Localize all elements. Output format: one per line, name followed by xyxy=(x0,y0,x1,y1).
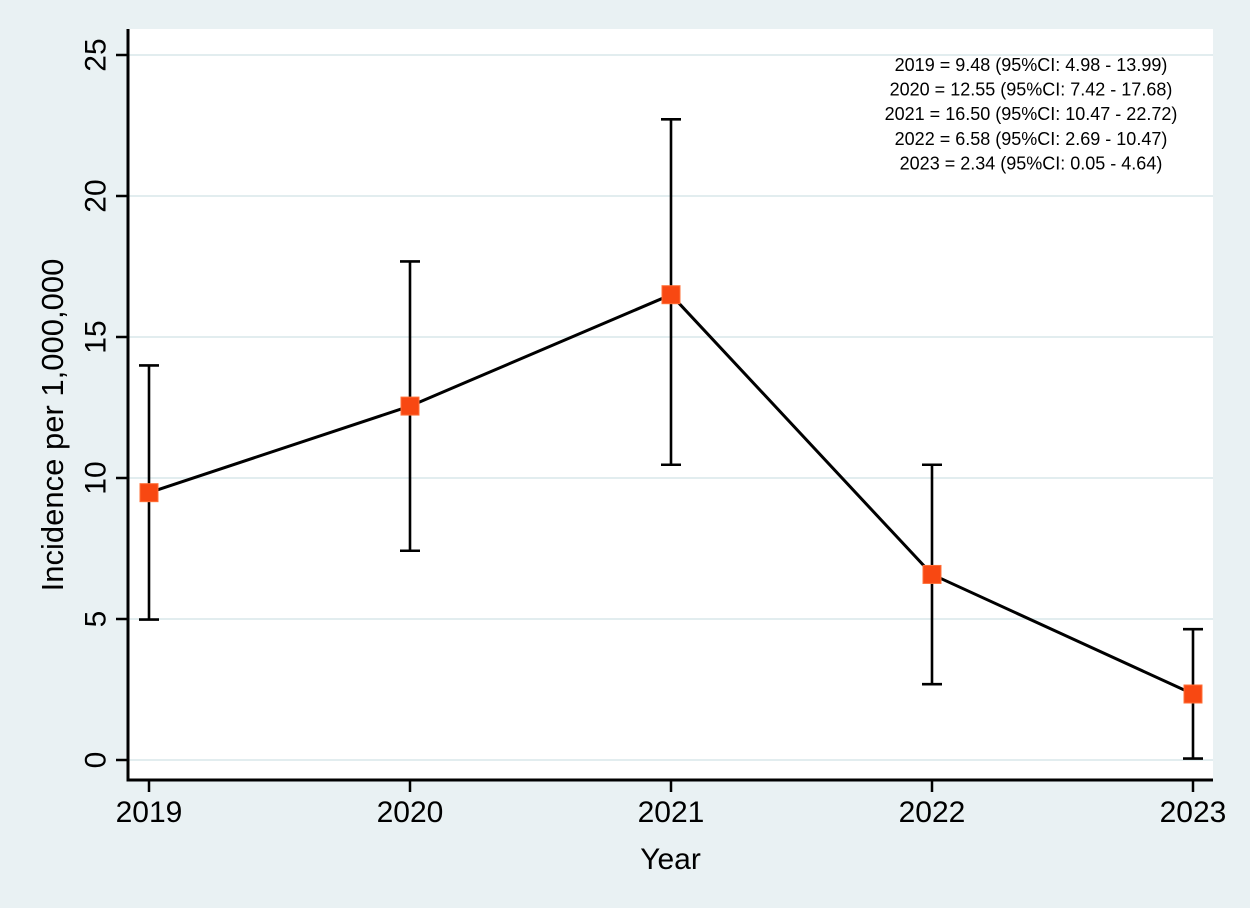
annotation-line: 2019 = 9.48 (95%CI: 4.98 - 13.99) xyxy=(895,55,1168,75)
y-axis-ticks: 0 5 10 15 20 25 xyxy=(80,38,128,769)
gridlines xyxy=(128,54,1213,761)
y-tick-label: 10 xyxy=(80,461,113,494)
data-point-marker xyxy=(1183,684,1203,704)
x-tick-label: 2023 xyxy=(1160,796,1227,829)
x-tick-label: 2022 xyxy=(899,796,966,829)
x-axis-ticks: 2019 2020 2021 2022 2023 xyxy=(116,780,1227,829)
annotation-block: 2019 = 9.48 (95%CI: 4.98 - 13.99) 2020 = … xyxy=(885,55,1178,173)
annotation-line: 2020 = 12.55 (95%CI: 7.42 - 17.68) xyxy=(890,80,1173,100)
data-point-marker xyxy=(139,483,159,503)
annotation-line: 2022 = 6.58 (95%CI: 2.69 - 10.47) xyxy=(895,129,1168,149)
y-axis-title: Incidence per 1,000,000 xyxy=(35,259,70,592)
y-tick-label: 15 xyxy=(80,320,113,353)
annotation-line: 2023 = 2.34 (95%CI: 0.05 - 4.64) xyxy=(900,153,1163,173)
x-tick-label: 2020 xyxy=(377,796,444,829)
y-tick-label: 20 xyxy=(80,179,113,212)
data-point-marker xyxy=(922,564,942,584)
y-tick-label: 0 xyxy=(80,752,113,769)
x-tick-label: 2021 xyxy=(638,796,705,829)
x-axis-title: Year xyxy=(640,843,701,876)
annotation-line: 2021 = 16.50 (95%CI: 10.47 - 22.72) xyxy=(885,104,1178,124)
data-point-marker xyxy=(661,285,681,305)
y-tick-label: 25 xyxy=(80,38,113,71)
data-point-marker xyxy=(400,396,420,416)
y-tick-label: 5 xyxy=(80,611,113,628)
data-point-markers xyxy=(139,285,1203,704)
x-tick-label: 2019 xyxy=(116,796,183,829)
